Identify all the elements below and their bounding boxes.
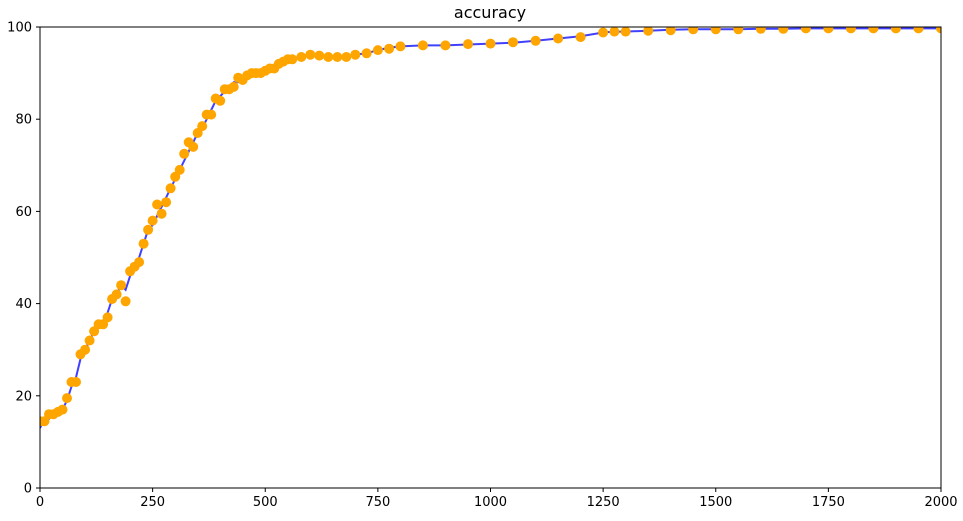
series-1-point xyxy=(778,27,789,34)
series-1-point xyxy=(314,50,325,61)
series-1-point xyxy=(111,289,122,300)
series-1-point xyxy=(508,37,518,48)
series-1-point xyxy=(165,183,176,194)
series-1-point xyxy=(463,39,473,50)
x-tick-label: 2000 xyxy=(924,495,957,510)
series-1-point xyxy=(102,312,113,323)
series-1-point xyxy=(361,48,372,59)
series-1-point xyxy=(417,40,428,51)
series-1-point xyxy=(913,27,924,34)
series-1-point xyxy=(116,280,127,291)
series-1-point xyxy=(890,27,901,34)
series-1-point xyxy=(733,27,744,35)
y-tick-label: 60 xyxy=(15,205,32,220)
series-1-point xyxy=(936,27,941,34)
series-1-point xyxy=(120,296,131,307)
series-0-line xyxy=(40,27,941,429)
series-1-point xyxy=(823,27,834,34)
x-tick-label: 1250 xyxy=(587,495,620,510)
x-tick-label: 1750 xyxy=(812,495,845,510)
x-tick-label: 250 xyxy=(140,495,165,510)
series-1-point xyxy=(71,377,81,387)
series-1-point xyxy=(332,52,343,62)
y-tick-label: 40 xyxy=(15,297,32,312)
series-1-point xyxy=(323,52,334,62)
series-1-point xyxy=(350,49,361,60)
series-1-point xyxy=(197,121,208,132)
series-1-point xyxy=(341,52,352,62)
x-tick-label: 500 xyxy=(253,495,278,510)
series-1-point xyxy=(174,164,185,175)
series-1-point xyxy=(152,199,163,210)
series-1-point xyxy=(485,38,496,49)
x-tick-label: 0 xyxy=(36,495,44,510)
series-1-point xyxy=(188,141,199,152)
series-1-point xyxy=(287,54,298,65)
series-1-point xyxy=(138,238,149,249)
series-1-point xyxy=(620,27,631,37)
series-1-point xyxy=(156,208,167,219)
plot-frame xyxy=(39,26,942,489)
series-1-point xyxy=(553,33,564,44)
series-1-point xyxy=(665,27,676,36)
series-1-point xyxy=(134,257,145,268)
series-1-point xyxy=(179,148,190,159)
series-1-point xyxy=(384,43,395,54)
series-1-point xyxy=(575,32,586,43)
series-1-point xyxy=(688,27,699,35)
series-1-point xyxy=(80,344,91,355)
x-tick-label: 1000 xyxy=(474,495,507,510)
series-1-point xyxy=(530,35,541,46)
series-1-point xyxy=(215,95,226,106)
series-1-point xyxy=(845,27,856,34)
series-group xyxy=(40,27,941,429)
series-1-point xyxy=(228,81,239,92)
series-1-point xyxy=(598,27,609,38)
series-1-point xyxy=(206,109,217,120)
series-1-point xyxy=(161,197,172,208)
series-1-point xyxy=(296,52,307,62)
series-1-point xyxy=(57,404,68,415)
series-1-point xyxy=(868,27,879,34)
y-tick-label: 0 xyxy=(24,482,32,497)
series-1-point xyxy=(755,27,766,34)
series-1-point xyxy=(372,45,383,56)
series-1-point xyxy=(609,27,620,37)
x-tick-label: 1500 xyxy=(699,495,732,510)
y-tick-label: 80 xyxy=(15,113,32,128)
y-tick-label: 100 xyxy=(7,21,32,36)
series-1-point xyxy=(710,27,721,35)
y-tick-label: 20 xyxy=(15,389,32,404)
series-1-point xyxy=(643,27,654,36)
series-1-point xyxy=(147,215,158,226)
series-1-point xyxy=(395,41,406,52)
series-1-point xyxy=(62,393,72,404)
axes: 0 250 500 750 1000 1250 1500 1750 2000 0 20 40 60 80 1… xyxy=(7,21,957,511)
series-1-point xyxy=(84,335,95,346)
x-tick-label: 750 xyxy=(365,495,390,510)
chart-title: accuracy xyxy=(454,3,526,22)
series-1-point xyxy=(305,49,316,60)
series-1-point xyxy=(440,40,451,51)
series-1-point xyxy=(143,224,154,235)
series-1-point xyxy=(800,27,811,34)
plot-area xyxy=(40,27,941,429)
